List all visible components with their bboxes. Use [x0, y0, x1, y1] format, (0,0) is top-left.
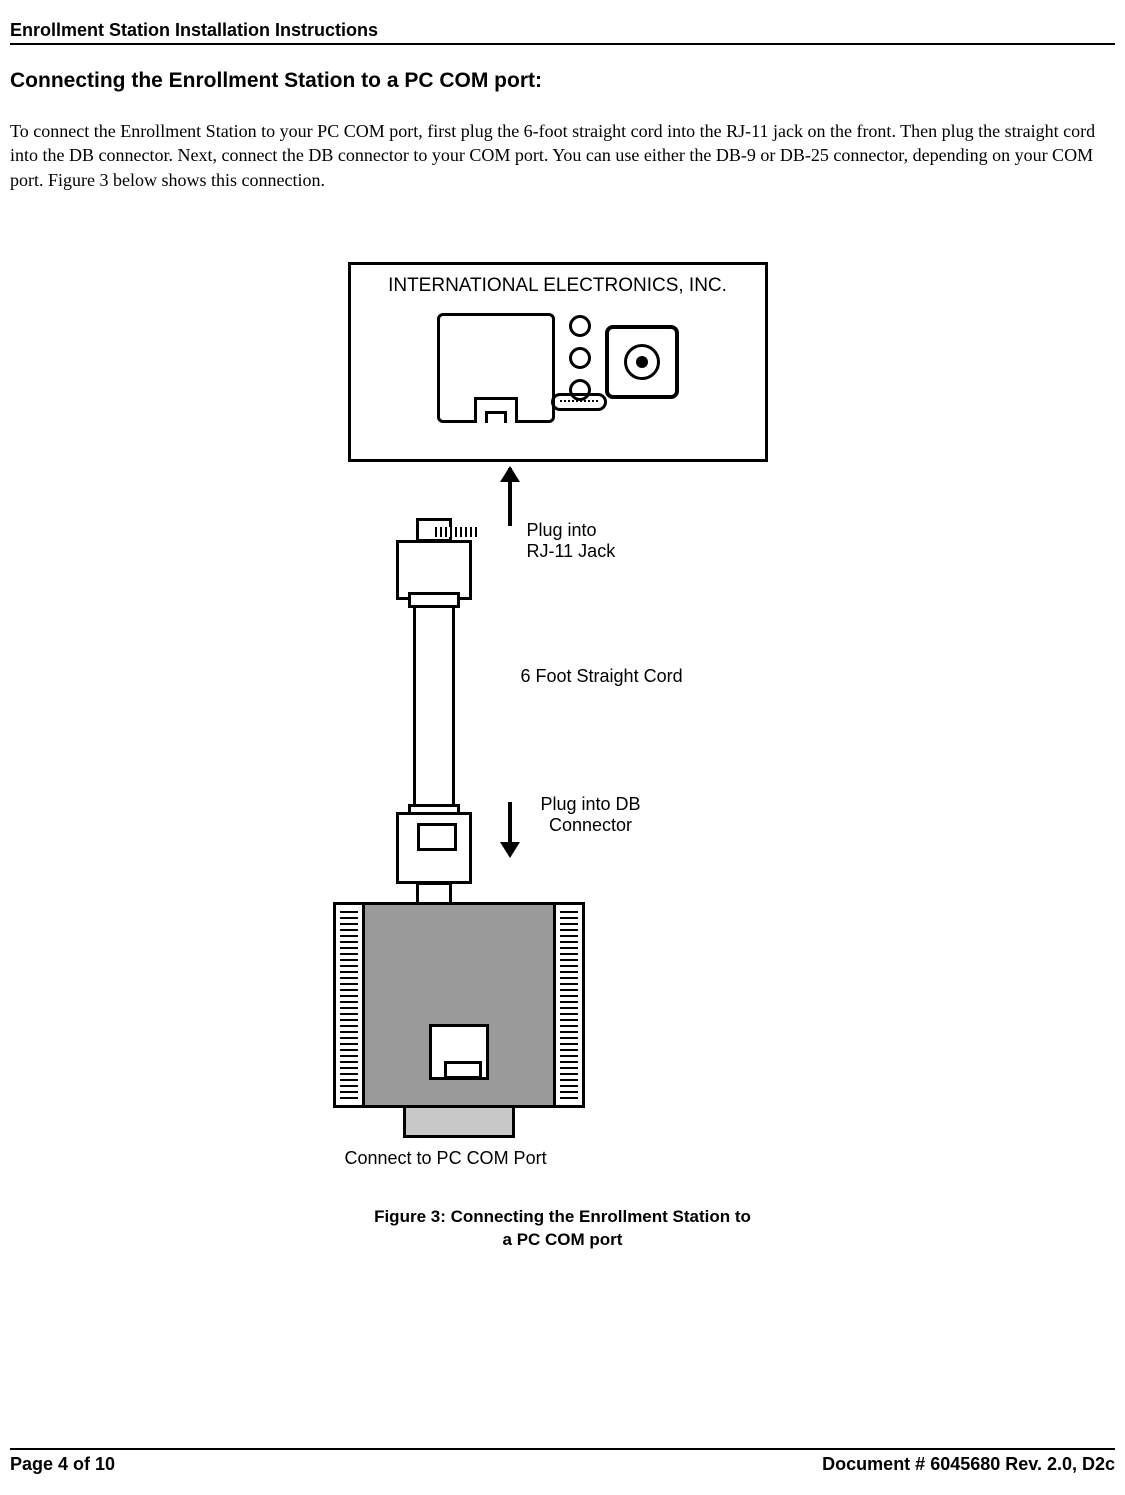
label-line: RJ-11 Jack	[527, 541, 616, 561]
label-connect-com: Connect to PC COM Port	[345, 1148, 547, 1169]
label-cord: 6 Foot Straight Cord	[521, 666, 683, 687]
diagram-canvas: INTERNATIONAL ELECTRONICS, INC. Plug int…	[283, 262, 843, 1182]
caption-line: Figure 3: Connecting the Enrollment Stat…	[374, 1207, 751, 1226]
caption-line: a PC COM port	[503, 1230, 623, 1249]
power-jack-icon	[605, 325, 679, 399]
footer-page: Page 4 of 10	[10, 1454, 115, 1475]
label-plug-db: Plug into DB Connector	[531, 794, 651, 837]
led-stack-icon	[569, 313, 591, 401]
label-plug-rj11: Plug into RJ-11 Jack	[527, 520, 616, 563]
data-slot-icon	[551, 393, 607, 411]
label-line: Connector	[549, 815, 632, 835]
section-title: Connecting the Enrollment Station to a P…	[10, 69, 1115, 93]
device-brand-label: INTERNATIONAL ELECTRONICS, INC.	[351, 275, 765, 297]
straight-cord-icon	[413, 600, 455, 812]
label-line: Plug into DB	[540, 794, 640, 814]
footer-doc: Document # 6045680 Rev. 2.0, D2c	[822, 1454, 1115, 1475]
led-icon	[569, 347, 591, 369]
header-title: Enrollment Station Installation Instruct…	[10, 20, 1115, 45]
db-connector-icon	[333, 902, 585, 1144]
led-icon	[569, 315, 591, 337]
figure-3: INTERNATIONAL ELECTRONICS, INC. Plug int…	[10, 262, 1115, 1252]
rj11-jack-icon	[437, 313, 555, 423]
enrollment-station-device: INTERNATIONAL ELECTRONICS, INC.	[348, 262, 768, 462]
rj11-plug-top-icon	[396, 518, 472, 600]
figure-caption: Figure 3: Connecting the Enrollment Stat…	[333, 1206, 793, 1252]
body-paragraph: To connect the Enrollment Station to you…	[10, 119, 1115, 192]
label-line: Plug into	[527, 520, 597, 540]
rj11-plug-bottom-icon	[396, 812, 472, 908]
arrow-down-icon	[508, 802, 512, 858]
page-footer: Page 4 of 10 Document # 6045680 Rev. 2.0…	[10, 1448, 1115, 1475]
arrow-up-icon	[508, 468, 512, 526]
